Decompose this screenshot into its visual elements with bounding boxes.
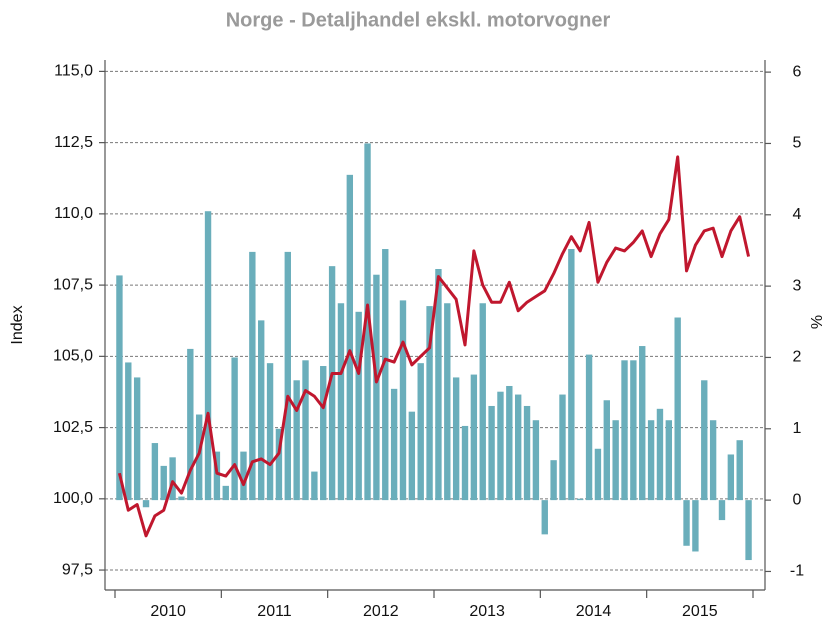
y-tick-label: 100,0 bbox=[53, 490, 93, 507]
y2-tick-label: 6 bbox=[793, 63, 802, 80]
bar bbox=[373, 274, 380, 501]
y-tick-label: 97,5 bbox=[62, 561, 93, 578]
x-tick-label: 2015 bbox=[682, 603, 718, 620]
bar bbox=[745, 500, 752, 561]
bar bbox=[399, 300, 407, 501]
bar bbox=[142, 500, 150, 508]
bar bbox=[408, 411, 416, 501]
bar bbox=[470, 374, 478, 501]
bar bbox=[390, 388, 398, 501]
bar bbox=[125, 362, 132, 501]
y-tick-label: 112,5 bbox=[54, 134, 93, 151]
bar bbox=[479, 303, 486, 501]
y2-axis-label: % bbox=[809, 315, 826, 329]
bar bbox=[612, 420, 619, 501]
line bbox=[117, 155, 751, 538]
x-tick-label: 2013 bbox=[469, 603, 505, 620]
bar bbox=[559, 394, 566, 501]
bar bbox=[718, 500, 726, 521]
bar bbox=[195, 414, 203, 501]
bar bbox=[568, 249, 575, 501]
bar bbox=[701, 380, 708, 501]
bar bbox=[231, 357, 238, 501]
bar bbox=[240, 451, 247, 501]
bar bbox=[169, 457, 176, 501]
y2-tick-label: 4 bbox=[793, 206, 802, 223]
y2-tick-label: -1 bbox=[790, 563, 804, 580]
bar bbox=[532, 420, 540, 501]
x-tick-label: 2011 bbox=[257, 603, 292, 620]
bar bbox=[187, 348, 194, 501]
bar bbox=[541, 500, 548, 535]
bar bbox=[311, 471, 318, 501]
bar bbox=[577, 498, 584, 501]
bar bbox=[178, 496, 185, 501]
bar bbox=[603, 400, 610, 501]
bar bbox=[417, 363, 424, 501]
bar bbox=[204, 211, 212, 501]
bar bbox=[665, 420, 673, 501]
bar bbox=[497, 391, 504, 501]
bar bbox=[258, 320, 265, 501]
bar bbox=[647, 420, 655, 501]
bar bbox=[444, 303, 451, 501]
bar bbox=[293, 380, 300, 501]
y-axis-label: Index bbox=[9, 305, 26, 344]
bar bbox=[488, 405, 495, 501]
bar bbox=[727, 454, 735, 501]
bar bbox=[133, 377, 141, 501]
bar bbox=[151, 443, 159, 501]
bar bbox=[506, 385, 513, 501]
bar bbox=[461, 425, 469, 501]
bar bbox=[302, 360, 309, 501]
y-tick-label: 110,0 bbox=[54, 205, 93, 222]
bar bbox=[249, 251, 256, 501]
bar bbox=[621, 360, 628, 501]
bar bbox=[346, 174, 354, 501]
bar bbox=[709, 420, 717, 501]
bar bbox=[550, 460, 557, 501]
bar bbox=[284, 251, 291, 501]
y-tick-label: 107,5 bbox=[53, 276, 93, 293]
bar bbox=[736, 440, 743, 501]
y-tick-label: 102,5 bbox=[53, 419, 93, 436]
y-tick-label: 115,0 bbox=[54, 63, 93, 80]
bar bbox=[426, 306, 433, 501]
bar bbox=[514, 394, 522, 501]
bar bbox=[320, 366, 327, 501]
x-tick-label: 2014 bbox=[576, 603, 612, 620]
bar bbox=[275, 428, 283, 501]
bar bbox=[692, 500, 699, 552]
bar bbox=[355, 311, 362, 501]
bar bbox=[328, 266, 336, 501]
bar bbox=[160, 465, 167, 501]
bar bbox=[656, 408, 664, 501]
bar bbox=[630, 360, 637, 501]
bar bbox=[116, 275, 123, 501]
bar bbox=[364, 143, 371, 501]
x-tick-label: 2012 bbox=[363, 603, 399, 620]
bar bbox=[523, 405, 531, 501]
y2-tick-label: 3 bbox=[793, 277, 802, 294]
bar bbox=[382, 249, 389, 501]
y-tick-label: 105,0 bbox=[53, 348, 93, 365]
bar bbox=[639, 346, 646, 501]
bar bbox=[213, 451, 221, 501]
chart-title: Norge - Detaljhandel ekskl. motorvogner bbox=[226, 9, 611, 31]
y2-tick-label: 2 bbox=[793, 349, 802, 366]
y2-tick-label: 1 bbox=[793, 420, 802, 437]
bar bbox=[435, 269, 442, 501]
bar bbox=[452, 377, 460, 501]
x-tick-label: 2010 bbox=[150, 603, 186, 620]
bar bbox=[594, 448, 602, 501]
bar bbox=[266, 363, 274, 501]
bar bbox=[337, 303, 345, 501]
y2-tick-label: 5 bbox=[793, 135, 802, 152]
y2-tick-label: 0 bbox=[793, 491, 802, 508]
bar bbox=[222, 485, 229, 501]
bar bbox=[683, 500, 690, 546]
bar bbox=[674, 317, 681, 501]
bar bbox=[585, 354, 593, 501]
